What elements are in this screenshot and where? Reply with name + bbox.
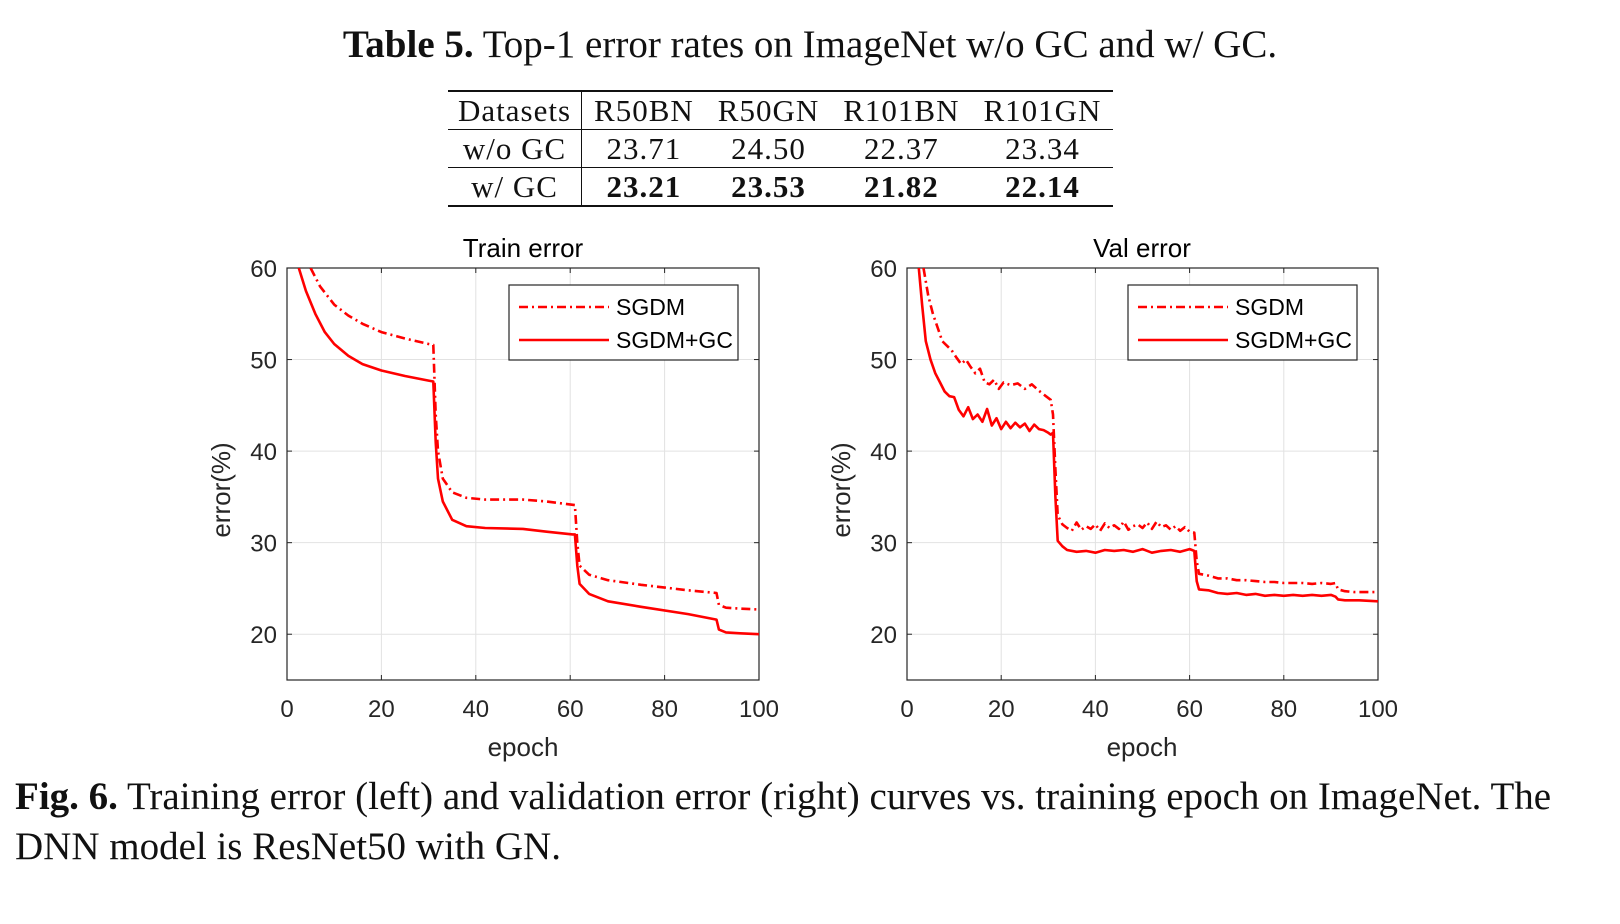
legend-label: SGDM+GC (616, 327, 733, 353)
x-tick-label: 40 (1082, 696, 1109, 723)
chart-title: Val error (1093, 233, 1191, 263)
table-header-cell: R50BN (581, 91, 706, 130)
table-header-cell: R101GN (971, 91, 1114, 130)
chart-train-error: 0 20 40 60 80 100 20 30 40 50 60 Train error epoch er… (206, 233, 779, 762)
series-line-sgdm (922, 268, 1378, 594)
table-row: w/ GC 23.21 23.53 21.82 22.14 (448, 167, 1113, 206)
legend-label: SGDM+GC (1235, 327, 1352, 353)
table-cell: 22.37 (831, 129, 972, 168)
table-caption-text: Top-1 error rates on ImageNet w/o GC and… (482, 23, 1278, 66)
y-tick-label: 40 (870, 439, 897, 466)
y-tick-label: 60 (250, 256, 277, 283)
table-caption-label: Table 5. (342, 23, 474, 66)
table-cell: 22.14 (1005, 168, 1080, 204)
series-line-sgdm-gc (917, 268, 1378, 603)
series-line-sgdm (309, 268, 759, 611)
y-tick-label: 40 (250, 439, 277, 466)
y-tick-label: 50 (870, 348, 897, 375)
chart-val-error: 0 20 40 60 80 100 20 30 40 50 60 Val error epoch erro… (826, 233, 1398, 762)
legend-label: SGDM (1235, 294, 1304, 320)
x-tick-label: 20 (368, 696, 395, 723)
table-row-label: w/ GC (448, 167, 583, 206)
x-tick-label: 60 (557, 696, 584, 723)
x-tick-label: 100 (1358, 696, 1398, 723)
table-row-label: w/o GC (448, 129, 583, 168)
legend-label: SGDM (616, 294, 685, 320)
y-tick-label: 20 (870, 622, 897, 649)
x-tick-label: 0 (900, 696, 913, 723)
y-tick-label: 50 (250, 348, 277, 375)
table-cell: 23.71 (581, 129, 706, 168)
plot-frame (286, 267, 760, 681)
figure-caption: Fig. 6. Training error (left) and valida… (15, 772, 1605, 872)
x-tick-label: 100 (739, 696, 779, 723)
table-header-cell: R101BN (831, 91, 972, 130)
y-tick-label: 60 (870, 256, 897, 283)
figure-caption-text: Training error (left) and validation err… (15, 775, 1552, 868)
x-tick-label: 20 (988, 696, 1015, 723)
y-tick-label: 20 (250, 622, 277, 649)
series-line-sgdm-gc (297, 268, 759, 636)
y-tick-label: 30 (250, 531, 277, 558)
figure-caption-label: Fig. 6. (15, 775, 118, 818)
table-header-cell: Datasets (448, 91, 583, 130)
table-cell: 21.82 (863, 168, 939, 204)
x-tick-label: 80 (1270, 696, 1297, 723)
x-tick-label: 40 (462, 696, 489, 723)
table-row: w/o GC 23.71 24.50 22.37 23.34 (448, 129, 1114, 168)
y-tick-label: 30 (870, 531, 897, 558)
x-tick-label: 80 (651, 696, 678, 723)
x-tick-label: 60 (1176, 696, 1203, 723)
y-axis-label: error(%) (206, 442, 236, 537)
results-table: Datasets R50BN R50GN R101BN R101GN w/o G… (448, 90, 1114, 207)
table-header-row: Datasets R50BN R50GN R101BN R101GN (448, 91, 1114, 130)
plot-frame (906, 267, 1379, 681)
table-header-cell: R50GN (705, 91, 832, 130)
table-cell: 23.21 (606, 168, 682, 204)
y-axis-label: error(%) (826, 442, 856, 537)
table-cell: 23.34 (971, 129, 1114, 168)
x-tick-label: 0 (280, 696, 293, 723)
x-axis-label: epoch (1107, 732, 1178, 762)
legend-box (508, 284, 739, 361)
chart-title: Train error (463, 233, 584, 263)
table-cell: 24.50 (705, 129, 832, 168)
table-cell: 23.53 (731, 168, 806, 204)
table-caption: Table 5. Top-1 error rates on ImageNet w… (0, 22, 1620, 67)
legend-box (1127, 284, 1358, 361)
x-axis-label: epoch (488, 732, 559, 762)
